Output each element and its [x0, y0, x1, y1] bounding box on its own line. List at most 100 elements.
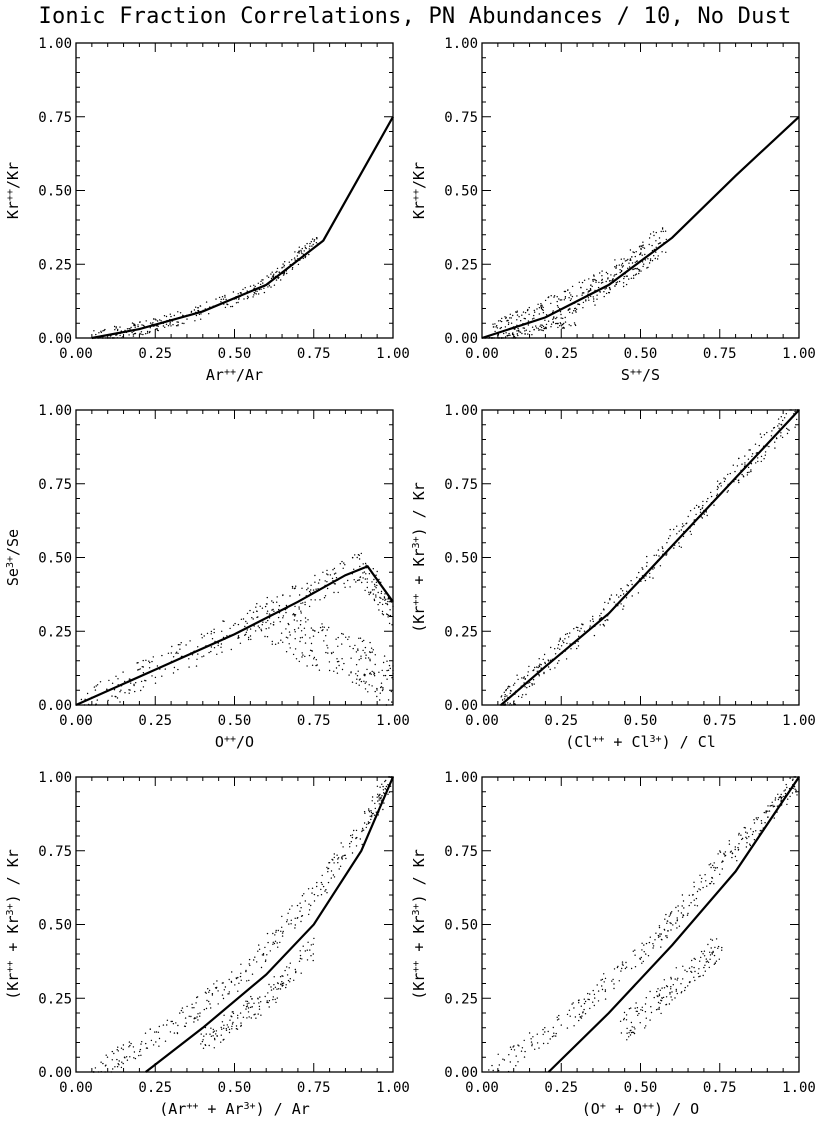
scatter-point [613, 983, 615, 985]
scatter-point [225, 1028, 227, 1030]
scatter-point [569, 308, 571, 311]
scatter-point [661, 228, 664, 230]
scatter-point [191, 654, 194, 656]
scatter-point [717, 853, 719, 855]
scatter-point [517, 330, 519, 332]
scatter-point [374, 654, 376, 656]
scatter-point [674, 978, 676, 980]
scatter-point [150, 1039, 153, 1042]
scatter-point [240, 1022, 242, 1024]
scatter-point [179, 1012, 181, 1014]
scatter-point [648, 941, 651, 944]
scatter-point [384, 599, 386, 601]
scatter-point [324, 890, 326, 892]
scatter-point [373, 598, 375, 600]
scatter-point [304, 634, 307, 636]
scatter-point [94, 1067, 97, 1069]
scatter-point [312, 953, 314, 955]
scatter-point [361, 830, 363, 833]
scatter-point [681, 894, 684, 896]
scatter-point [544, 319, 546, 321]
scatter-point [554, 653, 557, 655]
scatter-point [609, 280, 611, 282]
scatter-point [684, 986, 686, 989]
scatter-point [368, 651, 371, 653]
scatter-point [566, 1013, 569, 1016]
scatter-point [307, 619, 309, 621]
scatter-point [548, 296, 550, 298]
scatter-point [164, 326, 166, 328]
scatter-point [556, 1016, 558, 1018]
scatter-point [528, 685, 531, 688]
scatter-point [574, 307, 577, 309]
scatter-point [341, 858, 343, 860]
scatter-point [301, 247, 303, 250]
scatter-point [669, 922, 671, 924]
chart-panel-1: 0.00 0.25 0.50 0.75 1.000.000.250.500.751.00… [4, 36, 410, 384]
scatter-point [780, 432, 782, 434]
scatter-point [593, 278, 595, 281]
scatter-point [655, 231, 657, 234]
scatter-point [654, 939, 656, 941]
scatter-point [753, 819, 755, 821]
scatter-point [777, 425, 779, 427]
scatter-point [337, 862, 339, 864]
scatter-point [671, 991, 673, 993]
scatter-point [217, 990, 219, 992]
scatter-point [245, 970, 247, 973]
scatter-point [87, 703, 90, 706]
scatter-point [386, 613, 388, 615]
scatter-point [322, 571, 324, 573]
scatter-point [773, 817, 775, 819]
scatter-point [177, 668, 179, 671]
scatter-point [308, 909, 311, 911]
y-tick-label: 0.50 [444, 551, 478, 567]
scatter-point [763, 458, 765, 460]
scatter-point [267, 619, 269, 622]
scatter-point [195, 1002, 197, 1004]
scatter-point [382, 688, 384, 690]
scatter-point [266, 1000, 268, 1002]
scatter-point [607, 619, 609, 621]
scatter-point [274, 940, 277, 942]
scatter-point [719, 851, 722, 853]
scatter-point [329, 574, 332, 576]
scatter-point [202, 1047, 205, 1050]
scatter-point [337, 858, 339, 860]
scatter-point [255, 606, 257, 608]
scatter-point [112, 1068, 114, 1070]
scatter-point [518, 1045, 520, 1047]
scatter-point [564, 297, 566, 299]
scatter-point [737, 849, 740, 851]
scatter-point [345, 636, 347, 638]
chart-panel-4: 0.00 0.25 0.50 0.75 1.000.000.250.500.751.00… [410, 403, 816, 751]
scatter-point [390, 690, 392, 693]
scatter-point [196, 658, 198, 660]
scatter-point [179, 644, 181, 646]
scatter-point [611, 980, 613, 982]
scatter-point [252, 296, 254, 298]
scatter-point [306, 949, 308, 951]
scatter-point [724, 478, 727, 480]
scatter-point [336, 661, 339, 663]
scatter-point [669, 991, 671, 994]
scatter-point [171, 645, 173, 648]
scatter-point [529, 330, 531, 333]
scatter-point [512, 337, 515, 339]
scatter-point [339, 865, 342, 867]
scatter-point [372, 593, 375, 595]
scatter-point [357, 670, 359, 672]
scatter-point [208, 651, 210, 654]
scatter-point [133, 333, 136, 335]
scatter-point [341, 856, 343, 858]
scatter-point [760, 820, 763, 822]
scatter-point [564, 633, 567, 636]
scatter-point [304, 617, 307, 619]
scatter-point [518, 316, 520, 318]
scatter-point [221, 630, 223, 632]
scatter-point [568, 297, 570, 299]
scatter-point [628, 1032, 630, 1034]
scatter-point [525, 693, 527, 696]
scatter-point [301, 652, 303, 654]
scatter-point [372, 649, 374, 651]
